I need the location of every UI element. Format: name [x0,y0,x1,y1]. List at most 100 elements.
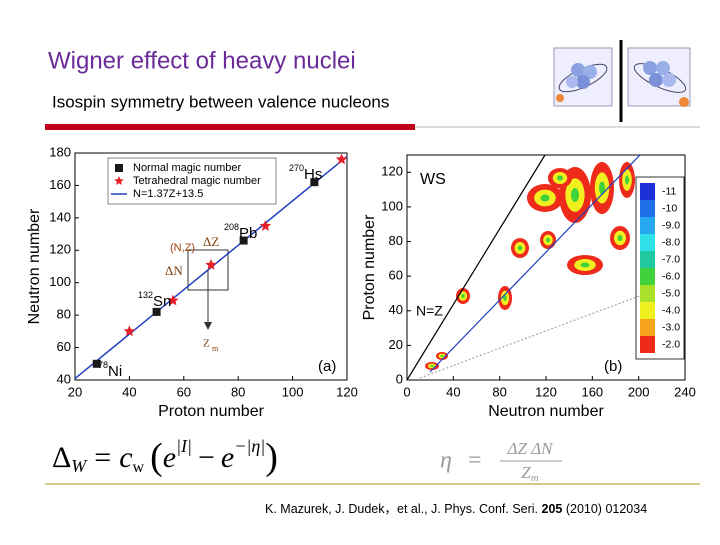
eq-part: W [71,456,88,476]
x-tick-label: 160 [581,384,603,399]
contour-blob [599,181,605,195]
nuclide-label: 208Pb [224,222,257,242]
colorbar-label: -2.0 [662,338,680,350]
eq-part: − [198,441,215,474]
magic-point [152,307,161,316]
colorbar-label: -11 [662,185,677,197]
colorbar-cell [640,217,655,234]
colorbar-cell [640,302,655,319]
contour-blob [571,188,579,202]
nuclide-mass: 78 [98,360,108,370]
x-axis-label: Proton number [158,403,265,420]
y-tick-label: 0 [396,371,403,386]
y-tick-label: 60 [389,268,403,283]
y-tick-label: 120 [381,164,403,179]
nucleon [576,75,590,89]
colorbar-label: -10 [662,202,677,214]
y-tick-label: 80 [57,307,71,322]
contour-blob [546,237,550,243]
atom-icon [627,47,691,107]
eq-part: e [163,441,176,474]
x-tick-label: 40 [122,384,136,399]
colorbar-cell [640,285,655,302]
fit-line [429,154,641,373]
electron [556,94,564,102]
annotation: N=Z [416,303,443,319]
legend-label: Tetrahedral magic number [133,175,261,187]
nucleon [656,61,670,75]
colorbar-label: -6.0 [662,270,680,282]
legend-label: Normal magic number [133,162,242,174]
eq-part: ) [265,436,278,478]
colorbar-cell [640,251,655,268]
contour-blob [503,295,507,301]
ref-text: (2010) 012034 [562,502,647,516]
electron [679,97,689,107]
colorbar-label: -7.0 [662,253,680,265]
nucleon [583,65,597,79]
x-tick-label: 0 [403,384,410,399]
x-tick-label: 100 [282,384,304,399]
nucleon [643,61,657,75]
nucleon [649,73,663,87]
dotted-line [419,291,651,379]
legend-box [107,157,277,205]
x-tick-label: 200 [628,384,650,399]
eq-part: e [221,441,234,474]
annotation: m [212,344,219,353]
colorbar-cell [640,234,655,251]
colorbar-frame [635,176,685,360]
colorbar-cell [640,268,655,285]
nuclide-symbol: Sn [153,293,171,310]
contour-blob [580,262,590,268]
annotation: (N,Z) [170,242,195,254]
slide-title: Wigner effect of heavy nuclei [48,47,356,74]
contour-blob [540,194,550,202]
colorbar-label: -8.0 [662,236,680,248]
atom-icon [553,47,613,107]
colorbar-cell [640,336,655,353]
magic-point [92,359,101,368]
contour-field [425,162,635,370]
y-axis-label: Proton number [361,214,378,321]
legend-swatch [114,176,124,186]
nucleon [571,63,585,77]
annotation: ΔZ [203,234,219,249]
y-tick-label: 120 [49,242,71,257]
subtitle: Isospin symmetry between valence nucleon… [52,92,389,111]
annotation: WS [420,171,446,188]
nuclide-label: 132Sn [138,290,171,310]
ref-text: K. Mazurek, J. Dudek，et al., J. Phys. Co… [265,502,542,516]
y-tick-label: 20 [389,337,403,352]
x-tick-label: 120 [336,384,358,399]
nuclide-label: 270Hs [289,163,322,183]
magic-point [310,178,319,187]
eq-part: ΔZ ΔN [507,439,555,458]
magic-point [239,236,248,245]
x-tick-label: 80 [231,384,245,399]
annotation: Z [203,338,210,350]
eq-part: ( [150,436,163,478]
star-point [335,153,348,165]
star-point [167,294,179,306]
annotation: (a) [318,358,336,375]
colorbar-cell [640,319,655,336]
nucleon [662,73,676,87]
legend-swatch [115,164,123,172]
eq-part: = [94,441,111,474]
y-tick-label: 180 [49,144,71,159]
plot-frame [74,152,348,381]
reference: K. Mazurek, J. Dudek，et al., J. Phys. Co… [265,502,647,516]
eq-part: |I| [176,436,192,456]
contour-blob [440,355,444,357]
eq-part: m [531,472,539,484]
contour-blob [461,294,465,298]
y-tick-label: 40 [389,302,403,317]
nuclide-label: 78Ni [98,360,122,380]
legend-label: N=1.37Z+13.5 [133,188,203,200]
eq-part: Z [521,463,531,482]
eq-part: Zm [521,463,538,484]
star-point [259,219,272,231]
equation-dw: ΔW = cw (e|I| − e−|η|) [52,436,278,478]
